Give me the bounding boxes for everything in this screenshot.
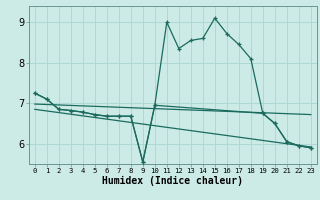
X-axis label: Humidex (Indice chaleur): Humidex (Indice chaleur) <box>102 176 243 186</box>
